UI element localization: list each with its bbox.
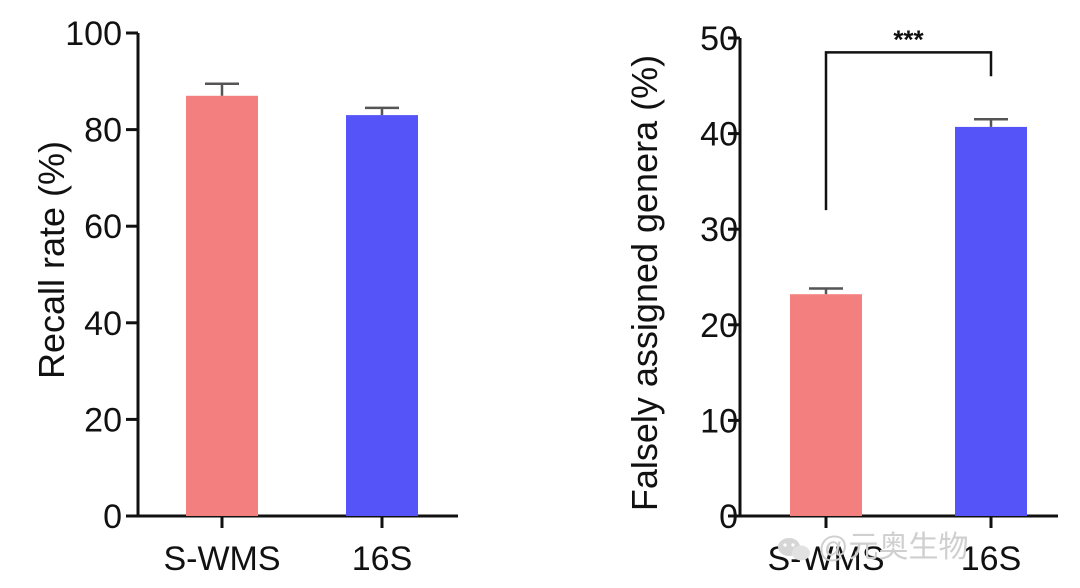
falsely-y-axis-title: Falsely assigned genera (%)	[624, 55, 665, 511]
falsely-y-tick-label: 50	[700, 20, 738, 58]
recall-bar-16s	[346, 115, 418, 517]
falsely-x-tick-label: 16S	[961, 540, 1022, 578]
recall-y-tick-label: 100	[65, 15, 122, 53]
watermark-text: @元奥生物	[818, 531, 968, 564]
recall-y-tick-label: 80	[84, 112, 122, 150]
falsely-bar-s-wms	[790, 294, 862, 516]
falsely-y-tick-label: 10	[700, 402, 738, 440]
falsely-significance-label: ***	[893, 24, 924, 54]
recall-y-tick-label: 20	[84, 401, 122, 439]
recall-x-tick-label: S-WMS	[163, 540, 280, 578]
falsely-y-tick-label: 40	[700, 116, 738, 154]
recall-bar-s-wms	[186, 95, 258, 516]
recall-y-tick-label: 60	[84, 208, 122, 246]
wechat-icon	[778, 538, 810, 561]
falsely-y-tick-label: 0	[719, 498, 738, 536]
recall-y-tick-label: 0	[103, 498, 122, 536]
falsely-bar-16s	[955, 126, 1027, 517]
falsely-y-tick-label: 20	[700, 307, 738, 345]
recall-y-tick-label: 40	[84, 305, 122, 343]
recall-rate-chart: 0 20 40 60 80 100 Recall rate (%) S-WMS 16S	[31, 15, 458, 578]
watermark: @元奥生物	[778, 531, 968, 564]
falsely-significance-bracket	[824, 51, 993, 211]
recall-x-tick-label: 16S	[352, 540, 413, 578]
falsely-y-tick-label: 30	[700, 211, 738, 249]
recall-y-axis-title: Recall rate (%)	[31, 141, 72, 379]
